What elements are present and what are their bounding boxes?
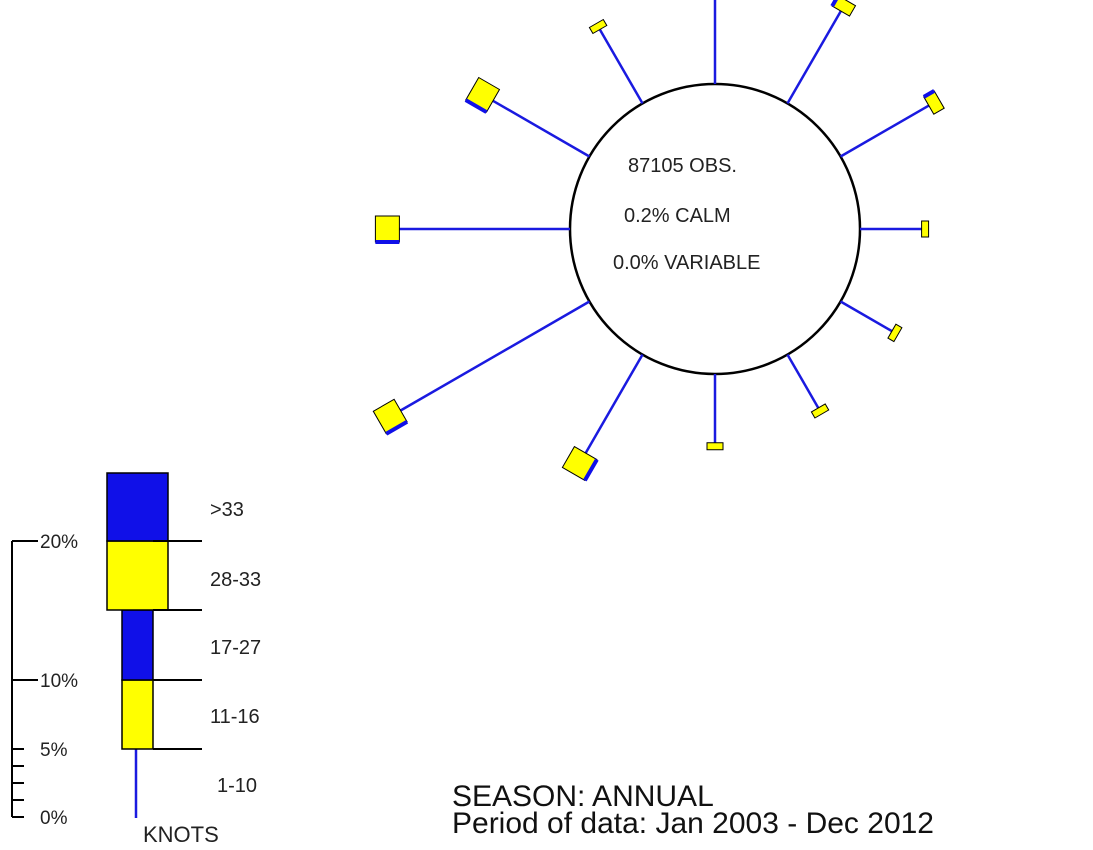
calm-circle: [568, 82, 862, 376]
speed-bar-shade: [922, 89, 936, 99]
speed-bar-segment: [372, 398, 408, 435]
spoke-240: [372, 300, 591, 436]
scale-tick-label: 10%: [40, 671, 78, 692]
speed-bar-segment: [831, 0, 857, 17]
period-label: Period of data: Jan 2003 - Dec 2012: [452, 807, 934, 840]
speed-bin-label: 28-33: [210, 569, 261, 591]
spoke-stem: [839, 300, 893, 333]
legend-box: [106, 472, 169, 542]
spoke-stem: [584, 353, 644, 454]
legend-box: [121, 609, 154, 681]
season-label: SEASON: ANNUAL: [452, 780, 714, 813]
spoke-300: [464, 76, 591, 158]
speed-legend: 0% 5% 10% 20% 1-10 11-16 17-27 28-33 >33 KNOTS: [11, 472, 261, 847]
speed-bar-segment: [465, 76, 501, 113]
speed-bar-shade: [385, 420, 409, 436]
speed-bar-shade: [583, 458, 599, 482]
direction-spokes: [372, 0, 945, 482]
speed-bar-segment: [921, 220, 930, 238]
variable-percentage: 0.0% VARIABLE: [613, 252, 761, 274]
speed-bar-segment: [561, 445, 598, 482]
spoke-120: [839, 300, 903, 343]
spoke-stem: [598, 28, 644, 105]
speed-bar-segment: [706, 442, 724, 451]
scale-tick-label: 5%: [40, 740, 68, 761]
speed-bar-segment: [374, 215, 400, 243]
legend-box: [121, 679, 154, 750]
spoke-210: [561, 353, 644, 482]
observation-count: 87105 OBS.: [628, 155, 737, 177]
spoke-stem: [786, 10, 842, 105]
spoke-180: [706, 374, 724, 451]
spoke-stem: [492, 99, 591, 158]
spoke-30: [786, 0, 857, 105]
speed-bin-label: >33: [210, 499, 244, 521]
spoke-stem: [786, 353, 820, 409]
spoke-150: [786, 353, 830, 419]
speed-bar-shade: [830, 0, 838, 8]
speed-bin-label: 11-16: [210, 706, 260, 728]
units-label: KNOTS: [143, 822, 219, 847]
speed-bar-segment: [810, 403, 830, 419]
speed-bar-shade: [464, 98, 488, 114]
spoke-60: [839, 89, 945, 158]
speed-bar-segment: [887, 323, 903, 343]
speed-bin-label: 1-10: [217, 775, 257, 797]
spoke-270: [374, 215, 570, 244]
spoke-0: [713, 0, 717, 84]
calm-percentage: 0.2% CALM: [624, 205, 731, 227]
spoke-stem: [839, 104, 930, 158]
scale-tick-label: 20%: [40, 532, 78, 553]
spoke-stem: [399, 300, 591, 412]
speed-bin-label: 17-27: [210, 637, 261, 659]
spoke-90: [860, 220, 930, 238]
speed-bar-segment: [588, 18, 608, 35]
spoke-330: [588, 18, 644, 105]
scale-tick-label: 0%: [40, 808, 68, 829]
legend-box: [106, 540, 169, 611]
